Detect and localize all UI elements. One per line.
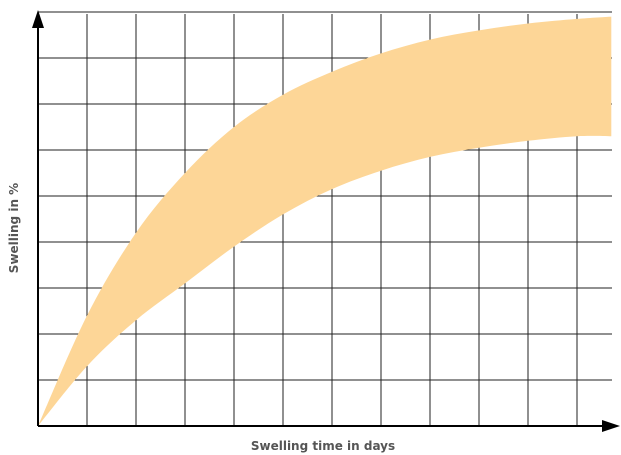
swelling-range-band <box>38 16 612 426</box>
x-axis-arrow <box>602 420 620 432</box>
axes <box>32 10 620 432</box>
y-axis-arrow <box>32 10 44 28</box>
x-axis-title: Swelling time in days <box>251 439 395 453</box>
y-axis-title: Swelling in % <box>7 183 21 273</box>
